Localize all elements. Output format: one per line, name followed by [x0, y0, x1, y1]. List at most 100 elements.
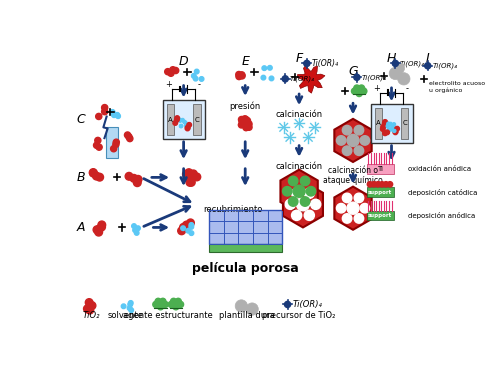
Circle shape — [177, 301, 183, 307]
Text: support: support — [368, 213, 392, 218]
Text: Ti(OR)₄: Ti(OR)₄ — [400, 60, 425, 67]
Circle shape — [128, 302, 133, 307]
Circle shape — [189, 231, 194, 235]
Bar — [167, 104, 174, 135]
Circle shape — [89, 169, 97, 176]
Circle shape — [110, 146, 117, 152]
Circle shape — [182, 221, 191, 229]
Bar — [163, 100, 205, 139]
Circle shape — [342, 146, 352, 155]
Circle shape — [116, 114, 120, 118]
Circle shape — [128, 306, 132, 311]
Circle shape — [310, 199, 321, 210]
Circle shape — [175, 116, 179, 120]
Circle shape — [181, 118, 184, 122]
Text: G: G — [348, 65, 358, 78]
Text: I: I — [426, 51, 429, 64]
Bar — [371, 104, 413, 143]
Circle shape — [199, 77, 204, 81]
Circle shape — [387, 123, 390, 126]
Circle shape — [246, 303, 258, 315]
Circle shape — [86, 306, 94, 314]
Circle shape — [381, 127, 385, 131]
Circle shape — [304, 60, 310, 67]
Circle shape — [195, 69, 199, 74]
Circle shape — [380, 182, 385, 187]
Circle shape — [181, 226, 185, 231]
Circle shape — [386, 125, 389, 128]
Circle shape — [390, 128, 393, 131]
Circle shape — [360, 136, 369, 145]
Text: presión: presión — [230, 102, 261, 111]
Circle shape — [194, 76, 198, 81]
Circle shape — [246, 121, 252, 127]
Text: Ti: Ti — [377, 166, 383, 172]
Circle shape — [342, 214, 352, 223]
Polygon shape — [283, 181, 323, 227]
Circle shape — [192, 74, 196, 78]
Circle shape — [187, 171, 195, 179]
Circle shape — [175, 298, 181, 304]
Circle shape — [134, 176, 142, 183]
Circle shape — [375, 182, 381, 187]
Circle shape — [389, 122, 392, 125]
Circle shape — [236, 72, 242, 78]
Circle shape — [387, 124, 390, 127]
Circle shape — [178, 118, 181, 122]
Circle shape — [239, 73, 245, 79]
Circle shape — [189, 223, 194, 227]
Circle shape — [125, 173, 133, 180]
Circle shape — [112, 113, 116, 117]
Circle shape — [242, 118, 249, 125]
Circle shape — [392, 60, 399, 67]
Circle shape — [367, 182, 372, 187]
Circle shape — [130, 174, 138, 182]
Text: Ti(OR)₄: Ti(OR)₄ — [361, 74, 387, 80]
Circle shape — [93, 226, 101, 234]
Circle shape — [347, 134, 359, 146]
Circle shape — [134, 227, 139, 232]
Circle shape — [170, 67, 176, 73]
Circle shape — [101, 109, 108, 115]
Circle shape — [124, 132, 131, 138]
Circle shape — [300, 176, 310, 186]
Circle shape — [190, 170, 197, 178]
Circle shape — [391, 124, 394, 127]
Circle shape — [269, 76, 274, 81]
Circle shape — [296, 198, 309, 211]
Circle shape — [246, 124, 252, 130]
Circle shape — [172, 67, 179, 74]
Circle shape — [243, 120, 249, 126]
Circle shape — [354, 125, 364, 135]
Polygon shape — [297, 66, 325, 93]
Circle shape — [244, 117, 250, 124]
Circle shape — [239, 118, 245, 125]
Circle shape — [127, 136, 133, 142]
Text: +: + — [372, 84, 380, 93]
Circle shape — [88, 302, 96, 309]
Circle shape — [268, 66, 272, 70]
Circle shape — [184, 174, 192, 182]
Circle shape — [293, 185, 305, 197]
Circle shape — [187, 178, 195, 186]
Circle shape — [282, 76, 288, 82]
Text: calcinación: calcinación — [276, 110, 323, 119]
Text: agente estructurante: agente estructurante — [123, 312, 213, 320]
Circle shape — [157, 300, 164, 306]
Circle shape — [243, 125, 249, 131]
Circle shape — [134, 179, 141, 187]
Bar — [367, 164, 394, 173]
Circle shape — [300, 197, 310, 206]
Circle shape — [383, 121, 387, 126]
Circle shape — [115, 112, 119, 117]
Circle shape — [129, 308, 134, 312]
Circle shape — [393, 128, 396, 131]
Polygon shape — [334, 187, 371, 230]
Circle shape — [245, 122, 251, 128]
Circle shape — [238, 122, 244, 128]
Circle shape — [93, 172, 100, 180]
Circle shape — [393, 130, 398, 134]
Circle shape — [387, 128, 391, 131]
Text: A: A — [77, 221, 86, 234]
Circle shape — [179, 224, 187, 231]
